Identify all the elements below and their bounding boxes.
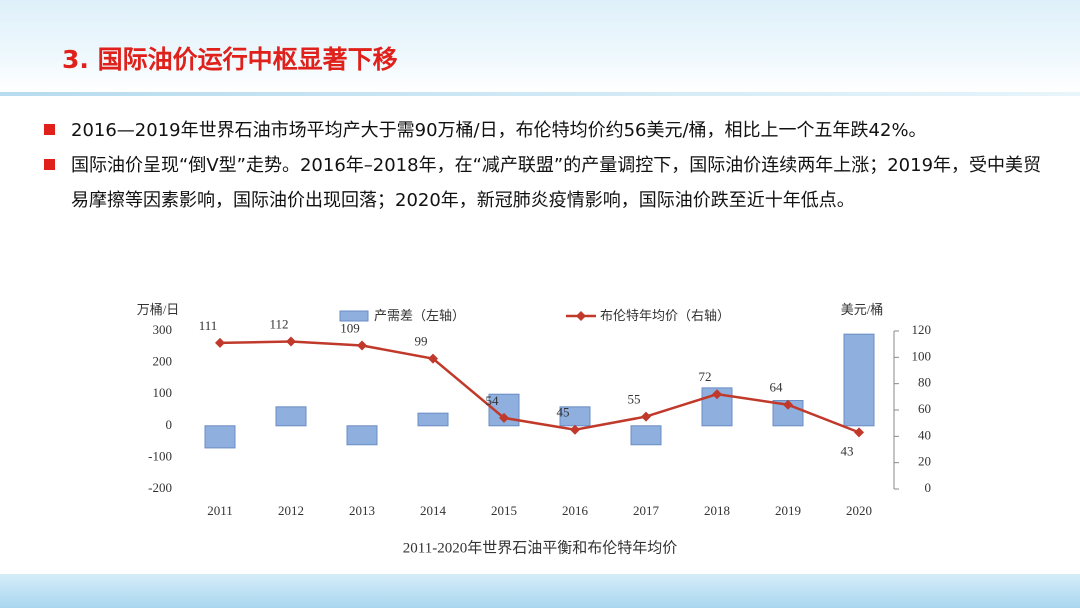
y2-tick-label: 60: [918, 401, 931, 416]
y-tick-label: -100: [148, 448, 172, 463]
bar: [204, 425, 236, 449]
legend-swatch: [339, 310, 369, 322]
data-label: 109: [340, 320, 360, 335]
y2-tick-label: 80: [918, 375, 931, 390]
line-marker: [712, 389, 722, 400]
bar: [630, 425, 662, 446]
data-label: 43: [841, 443, 854, 458]
chart-caption: 2011-2020年世界石油平衡和布伦特年均价: [403, 539, 677, 556]
line-marker: [215, 337, 225, 348]
line-marker: [854, 427, 864, 438]
bullet-list: 2016—2019年世界石油市场平均产大于需90万桶/日，布伦特均价约56美元/…: [44, 113, 1054, 218]
data-label: 45: [557, 405, 570, 420]
x-tick-label: 2016: [562, 503, 589, 518]
x-tick-label: 2011: [207, 503, 233, 518]
x-tick-label: 2012: [278, 503, 304, 518]
y2-tick-label: 120: [912, 322, 932, 337]
y2-axis-label: 美元/桶: [841, 302, 884, 317]
bar: [772, 400, 804, 427]
y-axis-label: 万桶/日: [137, 302, 180, 317]
data-label: 64: [770, 380, 784, 395]
x-tick-label: 2015: [491, 503, 517, 518]
bar: [275, 406, 307, 427]
line-series: [219, 340, 860, 434]
slide-title: 3. 国际油价运行中枢显著下移: [62, 45, 398, 74]
x-tick-label: 2018: [704, 503, 730, 518]
header-rule: [0, 92, 1080, 96]
y-tick-label: 300: [153, 322, 173, 337]
header-band: [0, 0, 1080, 92]
legend-swatch: [576, 311, 586, 321]
y2-tick-label: 40: [918, 427, 931, 442]
data-label: 72: [699, 369, 712, 384]
data-label: 111: [199, 318, 218, 333]
x-tick-label: 2014: [420, 503, 447, 518]
y2-tick-label: 100: [912, 348, 932, 363]
data-label: 112: [269, 317, 288, 332]
y2-tick-label: 0: [925, 480, 932, 495]
data-label: 55: [628, 392, 641, 407]
line-marker: [428, 353, 438, 364]
legend-label: 产需差（左轴）: [374, 308, 465, 323]
line-marker: [499, 412, 509, 423]
y-tick-label: -200: [148, 480, 172, 495]
line-marker: [570, 424, 580, 435]
bar: [417, 412, 449, 427]
x-tick-label: 2013: [349, 503, 375, 518]
y2-tick-label: 20: [918, 454, 931, 469]
data-label: 99: [415, 334, 428, 349]
line-marker: [286, 336, 296, 347]
bullet: 2016—2019年世界石油市场平均产大于需90万桶/日，布伦特均价约56美元/…: [44, 113, 1054, 148]
line-marker: [783, 399, 793, 410]
line-marker: [641, 411, 651, 422]
x-tick-label: 2020: [846, 503, 872, 518]
y-tick-label: 100: [153, 385, 173, 400]
footer-band: [0, 574, 1080, 608]
bar: [346, 425, 378, 446]
line-marker: [357, 340, 367, 351]
data-label: 54: [486, 393, 500, 408]
y-tick-label: 200: [153, 354, 173, 369]
legend-label: 布伦特年均价（右轴）: [600, 308, 730, 323]
x-tick-label: 2019: [775, 503, 801, 518]
bar: [843, 333, 875, 427]
bullet: 国际油价呈现“倒V型”走势。2016年–2018年，在“减产联盟”的产量调控下，…: [44, 148, 1054, 218]
x-tick-label: 2017: [633, 503, 660, 518]
y-tick-label: 0: [166, 417, 173, 432]
